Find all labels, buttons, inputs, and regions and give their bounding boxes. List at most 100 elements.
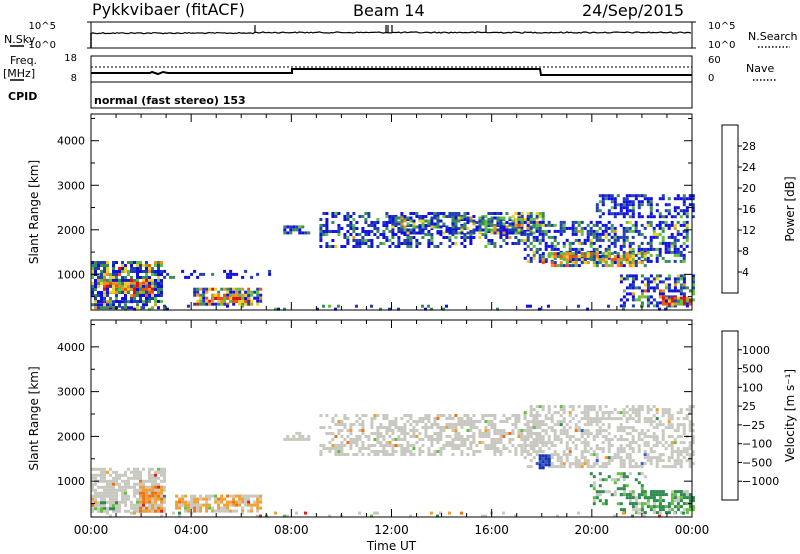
velocity-cell [538, 466, 542, 470]
velocity-cell [667, 511, 671, 515]
velocity-cell [97, 473, 100, 477]
velocity-cell [586, 417, 590, 421]
velocity-cell [652, 426, 656, 430]
power-cell [676, 232, 680, 236]
velocity-cell [343, 423, 347, 426]
velocity-cell [643, 490, 647, 494]
velocity-cell [208, 497, 212, 501]
velocity-cell [598, 405, 602, 409]
velocity-colorbar-tick-label: −100 [742, 438, 772, 451]
velocity-cell [376, 429, 380, 432]
velocity-cell [631, 426, 635, 430]
power-cell [214, 287, 218, 291]
power-cell [535, 221, 539, 224]
power-cell [424, 227, 428, 230]
power-cell [481, 216, 485, 220]
power-cell [448, 239, 452, 242]
velocity-cell [643, 514, 646, 518]
velocity-cell [577, 465, 581, 469]
velocity-cell [580, 417, 584, 421]
velocity-cell [145, 509, 149, 513]
power-cell [223, 297, 227, 300]
velocity-cell [685, 459, 689, 463]
power-cell [628, 264, 632, 268]
power-cell [91, 261, 94, 264]
velocity-cell [334, 435, 338, 438]
velocity-cell [541, 435, 545, 439]
power-cell [151, 284, 154, 288]
power-cell [409, 216, 413, 220]
velocity-cell [139, 482, 142, 486]
nsky-line [90, 31, 692, 35]
power-cell [157, 279, 160, 282]
velocity-cell [622, 462, 626, 466]
power-cell [142, 285, 145, 288]
power-cell [157, 267, 160, 270]
velocity-cell [160, 494, 163, 498]
power-cell [376, 227, 380, 230]
power-cell [400, 216, 404, 220]
velocity-cell [163, 473, 166, 477]
power-cell [571, 229, 575, 233]
power-cell [409, 219, 413, 223]
power-cell [238, 294, 242, 297]
velocity-cell [394, 444, 398, 447]
velocity-cell [529, 420, 533, 424]
power-cell [94, 297, 97, 300]
velocity-cell [688, 405, 692, 409]
velocity-cell [589, 465, 593, 469]
power-cell [91, 282, 94, 285]
power-cell [109, 290, 112, 294]
velocity-cell [103, 491, 106, 495]
power-cell [106, 284, 109, 288]
velocity-cell [415, 441, 419, 444]
power-cell [640, 194, 644, 198]
power-cell [127, 279, 130, 282]
power-cell [556, 247, 560, 251]
velocity-cell [487, 432, 491, 435]
power-cell [259, 287, 263, 291]
velocity-cell [382, 453, 386, 456]
velocity-cell [652, 496, 656, 500]
velocity-cell [121, 485, 124, 489]
velocity-cell [199, 497, 203, 501]
power-cell [346, 224, 350, 227]
velocity-colorbar-tick-label: 500 [742, 363, 763, 376]
velocity-cell [211, 506, 215, 510]
power-cell [106, 281, 109, 285]
velocity-cell [592, 435, 596, 439]
velocity-cell [157, 509, 161, 513]
velocity-cell [682, 423, 686, 427]
velocity-ytick-label: 1000 [57, 475, 85, 488]
velocity-cell [493, 414, 497, 417]
power-cell [214, 302, 218, 306]
velocity-cell [418, 447, 422, 450]
power-cell [517, 239, 521, 242]
power-cell [199, 293, 203, 297]
velocity-cell [646, 502, 650, 506]
power-cell [133, 284, 136, 288]
velocity-cell [643, 511, 647, 515]
power-cell [193, 287, 197, 291]
power-cell [502, 225, 506, 229]
power-cell [469, 216, 473, 220]
power-cell [154, 300, 157, 303]
velocity-cell [97, 491, 100, 495]
velocity-cell [649, 417, 653, 421]
power-cell [514, 212, 518, 215]
power-cell [607, 212, 611, 216]
power-cell [457, 212, 461, 215]
power-cell [130, 276, 133, 279]
velocity-cell [241, 506, 245, 510]
velocity-cell [661, 508, 665, 512]
power-cell [403, 225, 407, 229]
power-cell [586, 307, 589, 311]
power-cell [148, 281, 151, 285]
velocity-cell [565, 459, 569, 463]
power-cell [691, 194, 695, 198]
velocity-cell [373, 438, 377, 441]
velocity-cell [520, 453, 524, 456]
velocity-cell [358, 435, 362, 438]
power-cell [559, 220, 563, 224]
power-cell [154, 270, 157, 273]
